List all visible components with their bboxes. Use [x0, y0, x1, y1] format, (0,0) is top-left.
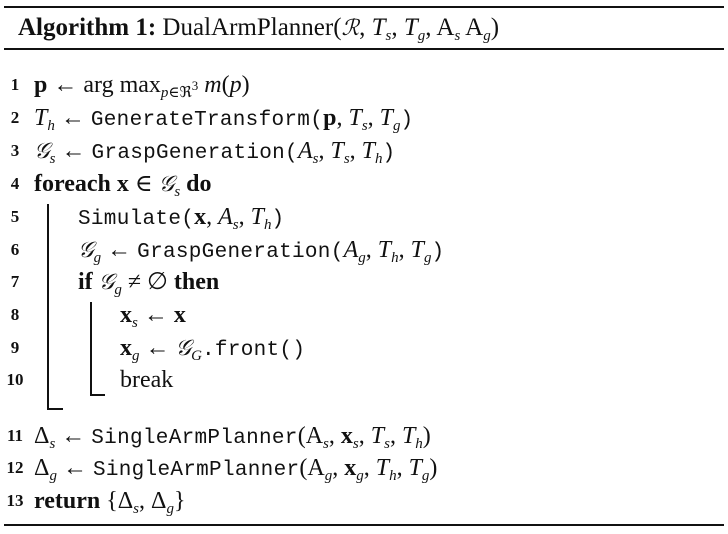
grasp-generation-call: GraspGeneration — [91, 142, 286, 165]
then-keyword: then — [173, 269, 220, 295]
if-block-bar — [90, 302, 92, 396]
front-call: .front() — [202, 339, 306, 362]
single-arm-planner-call: SingleArmPlanner — [92, 459, 300, 482]
line-number: 7 — [10, 272, 20, 291]
line-number: 13 — [6, 491, 24, 510]
line-number: 2 — [10, 108, 20, 127]
if-keyword: if — [78, 269, 93, 295]
line-number: 1 — [10, 75, 20, 94]
foreach-block-end — [47, 408, 63, 410]
algorithm-label: Algorithm 1: — [18, 14, 157, 41]
header-rule — [4, 48, 724, 50]
generate-transform-call: GenerateTransform — [90, 109, 311, 132]
algorithm-name: DualArmPlanner — [162, 14, 334, 41]
algorithm-params: (ℛ, Ts, Tg, As Ag) — [333, 14, 500, 44]
top-rule — [4, 6, 724, 8]
do-keyword: do — [186, 171, 212, 197]
line-number: 6 — [10, 240, 20, 259]
line-number: 10 — [6, 370, 24, 389]
grasp-generation-call: GraspGeneration — [137, 241, 331, 264]
line-number: 9 — [10, 338, 20, 357]
bottom-rule — [4, 524, 724, 526]
break-keyword: break — [120, 367, 174, 393]
line-number: 5 — [10, 207, 20, 226]
return-keyword: return — [34, 488, 101, 514]
algorithm-title: Algorithm 1: DualArmPlanner(ℛ, Ts, Tg, A… — [18, 10, 499, 46]
line-number: 3 — [10, 141, 20, 160]
foreach-block-bar — [47, 204, 49, 410]
simulate-call: Simulate — [78, 208, 182, 231]
line-number: 4 — [10, 174, 20, 193]
if-block-end — [90, 394, 105, 396]
foreach-keyword: foreach — [34, 171, 111, 197]
single-arm-planner-call: SingleArmPlanner — [91, 427, 298, 450]
line-number: 11 — [6, 426, 24, 445]
line-number: 12 — [6, 458, 24, 477]
line-number: 8 — [10, 305, 20, 324]
